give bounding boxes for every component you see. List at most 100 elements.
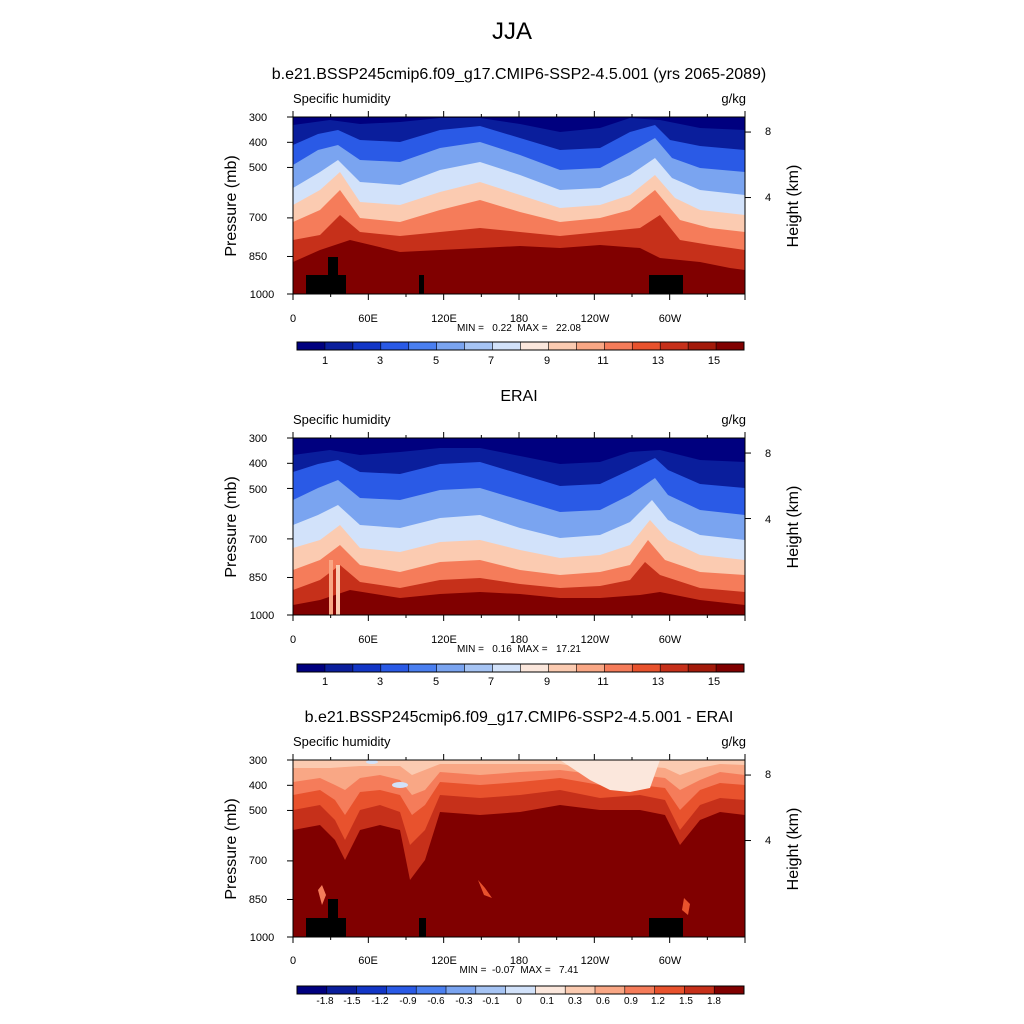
land-mask — [306, 257, 683, 294]
colorbar-swatch — [604, 342, 633, 350]
colorbar-swatch — [297, 986, 328, 994]
colorbar-swatch — [632, 664, 661, 672]
colorbar-label: -1.2 — [371, 996, 389, 1007]
colorbar-swatch — [688, 342, 717, 350]
variable-label: Specific humidity — [293, 734, 391, 749]
x-tick-label: 120E — [431, 955, 457, 967]
colorbar-label: 3 — [377, 355, 383, 367]
y-tick-label: 500 — [249, 805, 267, 817]
y-axis-title: Pressure (mb) — [223, 155, 240, 256]
y-tick-label: 850 — [249, 572, 267, 584]
y-tick-label: 700 — [249, 212, 267, 224]
panel-title: b.e21.BSSP245cmip6.f09_g17.CMIP6-SSP2-4.… — [305, 709, 734, 726]
colorbar — [296, 663, 745, 673]
colorbar-swatch — [380, 664, 410, 672]
x-tick-label: 60W — [659, 634, 682, 646]
colorbar-swatch — [297, 664, 326, 672]
colorbar-label: -0.9 — [399, 996, 417, 1007]
panel-difference: b.e21.BSSP245cmip6.f09_g17.CMIP6-SSP2-4.… — [223, 709, 802, 1007]
colorbar-label: 1.2 — [651, 996, 665, 1007]
colorbar-label: 11 — [597, 355, 608, 367]
colorbar-swatch — [520, 664, 549, 672]
x-tick-label: 0 — [290, 634, 296, 646]
colorbar-label: 13 — [652, 355, 664, 367]
units-label: g/kg — [721, 734, 746, 749]
colorbar-label: -1.5 — [343, 996, 361, 1007]
colorbar-label: 5 — [433, 676, 439, 688]
colorbar-label: 15 — [708, 676, 720, 688]
colorbar-swatch — [408, 342, 437, 350]
colorbar-label: 13 — [652, 676, 664, 688]
y-tick-label: 700 — [249, 855, 267, 867]
y-tick-label: 300 — [249, 112, 267, 124]
panel-model: b.e21.BSSP245cmip6.f09_g17.CMIP6-SSP2-4.… — [223, 66, 802, 367]
colorbar — [296, 985, 745, 995]
colorbar-label: 0 — [516, 996, 522, 1007]
colorbar-label: 0.9 — [624, 996, 638, 1007]
x-tick-label: 60E — [358, 955, 378, 967]
colorbar-swatch — [535, 986, 566, 994]
colorbar-label: 0.1 — [540, 996, 554, 1007]
variable-label: Specific humidity — [293, 91, 391, 106]
colorbar-swatch — [324, 342, 354, 350]
colorbar-swatch — [352, 342, 382, 350]
colorbar-label: 1.5 — [679, 996, 693, 1007]
colorbar-label: 5 — [433, 355, 439, 367]
colorbar-swatch — [548, 664, 577, 672]
x-tick-label: 180 — [510, 634, 528, 646]
colorbar-swatch — [548, 342, 577, 350]
colorbar-label: 15 — [708, 355, 720, 367]
colorbar-swatch — [632, 342, 661, 350]
colorbar-swatch — [716, 664, 745, 672]
y-tick-label: 400 — [249, 780, 267, 792]
panel-title: ERAI — [500, 388, 537, 405]
x-tick-label: 60W — [659, 313, 682, 325]
colorbar-swatch — [595, 986, 626, 994]
y-tick-label: 1000 — [250, 610, 274, 622]
y-tick-label: 850 — [249, 251, 267, 263]
colorbar-label: -0.1 — [482, 996, 500, 1007]
colorbar-label: 3 — [377, 676, 383, 688]
y-tick-label: 850 — [249, 894, 267, 906]
y-tick-label: 400 — [249, 458, 267, 470]
colorbar-swatch — [492, 342, 521, 350]
colorbar-swatch — [436, 664, 465, 672]
colorbar-swatch — [386, 986, 417, 994]
colorbar-label: 0.3 — [568, 996, 582, 1007]
colorbar-swatch — [464, 342, 493, 350]
units-label: g/kg — [721, 91, 746, 106]
colorbar-swatch — [416, 986, 447, 994]
axis-ticks — [287, 432, 751, 621]
colorbar-label: 7 — [488, 676, 494, 688]
colorbar-swatch — [660, 664, 689, 672]
colorbar-swatch — [492, 664, 521, 672]
colorbar-swatch — [505, 986, 536, 994]
x-tick-label: 60E — [358, 634, 378, 646]
colorbar-swatch — [716, 342, 745, 350]
colorbar-swatch — [446, 986, 477, 994]
x-tick-label: 120W — [581, 955, 610, 967]
colorbar-swatch — [714, 986, 745, 994]
y-tick-label: 300 — [249, 433, 267, 445]
y-axis-title: Pressure (mb) — [223, 798, 240, 899]
y-tick-label: 500 — [249, 484, 267, 496]
x-tick-label: 120W — [581, 634, 610, 646]
colorbar-label: 1.8 — [707, 996, 721, 1007]
colorbar-swatch — [436, 342, 465, 350]
colorbar-label: -1.8 — [316, 996, 334, 1007]
colorbar-swatch — [408, 664, 437, 672]
colorbar-swatch — [352, 664, 382, 672]
axis-ticks — [287, 111, 751, 300]
land-mask — [306, 899, 683, 937]
contour-field — [293, 117, 745, 294]
colorbar-label: 1 — [322, 355, 328, 367]
colorbar-swatch — [688, 664, 717, 672]
y-tick-label: 700 — [249, 534, 267, 546]
colorbar-label: 7 — [488, 355, 494, 367]
colorbar-swatch — [576, 342, 605, 350]
x-tick-label: 0 — [290, 313, 296, 325]
units-label: g/kg — [721, 412, 746, 427]
y-axis-title: Pressure (mb) — [223, 476, 240, 577]
y-tick-label: 1000 — [250, 932, 274, 944]
